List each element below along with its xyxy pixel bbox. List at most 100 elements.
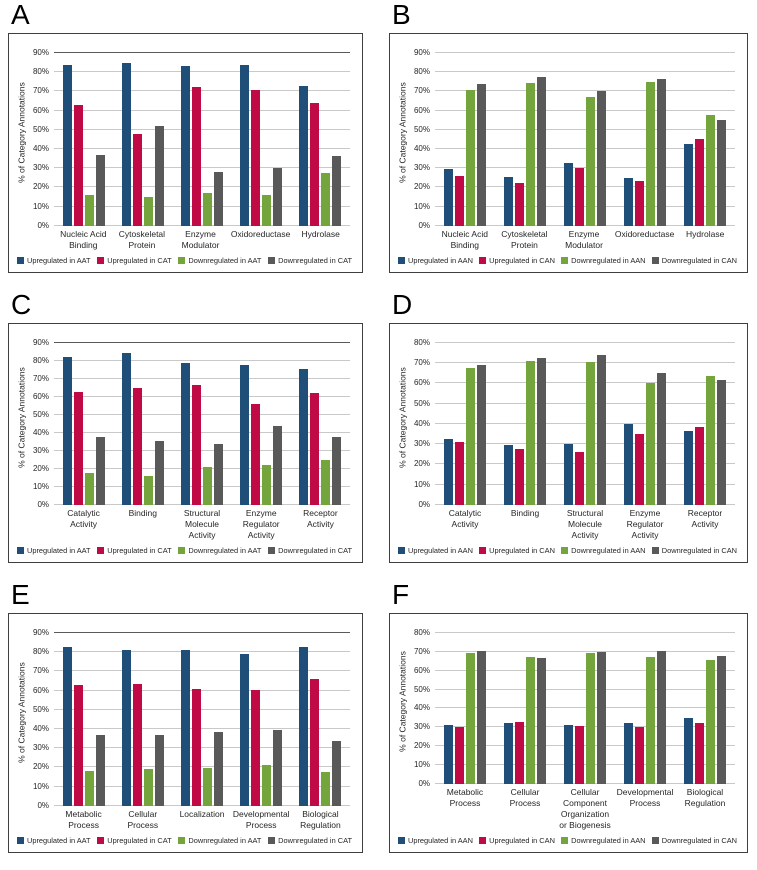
gridline: [54, 689, 350, 691]
bar: [154, 126, 164, 226]
bar: [695, 139, 704, 226]
y-tick-label: 0%: [37, 499, 49, 509]
gridline: [435, 688, 735, 690]
bar: [95, 437, 105, 505]
y-tick-label: 70%: [413, 358, 430, 368]
bar: [143, 197, 153, 226]
bar: [504, 722, 513, 784]
bar: [706, 660, 715, 784]
bar: [321, 173, 331, 226]
bar-group: [180, 343, 223, 505]
bar: [455, 175, 464, 226]
y-tick-label: 10%: [413, 479, 430, 489]
gridline: [54, 71, 350, 73]
gridline: [435, 632, 735, 633]
panel-a: A % of Category Annotations 90% 80% 70% 60%…: [0, 0, 378, 290]
y-tick-label: 40%: [32, 427, 49, 437]
y-tick-label: 10%: [32, 781, 49, 791]
bar: [537, 77, 546, 226]
y-axis-title: % of Category Annotations: [16, 367, 27, 468]
y-tick-label: 60%: [413, 378, 430, 388]
bar-group: [444, 343, 486, 505]
x-category-label: Developmental Process: [232, 808, 290, 830]
bar: [455, 442, 464, 505]
gridline: [435, 483, 735, 485]
x-category-label: Structural Molecule Activity: [566, 507, 604, 540]
bar-group: [299, 343, 342, 505]
legend-label: Upregulated in AAT: [27, 256, 91, 265]
gridline: [54, 413, 350, 415]
gridline: [54, 128, 350, 130]
y-tick-label: 10%: [32, 201, 49, 211]
legend-item: Downregulated in AAN: [561, 546, 646, 555]
legend-swatch-icon: [651, 257, 659, 264]
y-tick-label: 20%: [413, 741, 430, 751]
bar: [202, 193, 212, 226]
legend-label: Downregulated in CAN: [661, 836, 737, 845]
y-axis-title: % of Category Annotations: [16, 662, 27, 764]
x-category-label: Structural Molecule Activity: [183, 507, 221, 540]
y-tick-label: 70%: [413, 646, 430, 656]
legend-item: Upregulated in AAN: [398, 836, 473, 845]
x-category-label: Catalytic Activity: [67, 507, 100, 529]
bar: [321, 772, 331, 806]
plot-area: [54, 632, 350, 806]
legend-item: Downregulated in CAN: [651, 546, 737, 555]
bar: [684, 431, 693, 505]
legend-swatch-icon: [479, 547, 487, 554]
bar-group: [121, 633, 164, 806]
bar: [299, 647, 309, 806]
gridline: [54, 360, 350, 361]
gridline: [54, 632, 350, 633]
y-tick-label: 70%: [32, 373, 49, 383]
legend-label: Upregulated in AAN: [408, 836, 473, 845]
panel-a-chart: % of Category Annotations 90% 80% 70% 60% 50…: [8, 33, 363, 273]
bar-group: [564, 53, 606, 226]
bar: [273, 730, 283, 806]
legend-swatch-icon: [268, 257, 276, 264]
bar: [143, 769, 153, 806]
y-tick-label: 0%: [37, 800, 49, 810]
y-axis-ticks: 90% 80% 70% 60% 50% 40% 30% 20% 10% 0%: [28, 629, 54, 810]
bar-group: [444, 53, 486, 226]
bar-group: [564, 343, 606, 505]
y-tick-label: 70%: [413, 86, 430, 96]
x-category-label: Oxidoreductase: [614, 228, 675, 239]
bar: [575, 452, 584, 505]
gridline: [435, 167, 735, 169]
bar: [95, 734, 105, 806]
legend-item: Downregulated in AAT: [178, 256, 261, 265]
bar: [635, 434, 644, 505]
gridline: [54, 708, 350, 710]
plot-area: [435, 342, 735, 505]
y-tick-label: 0%: [37, 220, 49, 230]
bar-group: [62, 343, 105, 505]
bar: [180, 650, 190, 806]
bar: [444, 169, 453, 226]
bar: [515, 182, 524, 226]
legend-label: Downregulated in AAN: [571, 836, 646, 845]
gridline: [435, 71, 735, 73]
y-tick-label: 10%: [413, 759, 430, 769]
bar: [466, 652, 475, 784]
plot-area: [54, 52, 350, 226]
gridline: [435, 362, 735, 364]
x-axis-labels: Nucleic Acid Binding Cytoskeletal Protein…: [435, 226, 735, 251]
gridline: [435, 90, 735, 92]
legend-label: Downregulated in CAT: [278, 836, 352, 845]
y-tick-label: 20%: [32, 182, 49, 192]
x-category-label: Localization: [179, 808, 225, 819]
legend-label: Upregulated in AAT: [27, 836, 91, 845]
legend-swatch-icon: [97, 257, 105, 264]
bar: [444, 725, 453, 784]
gridline: [435, 463, 735, 465]
y-axis-ticks: 90% 80% 70% 60% 50% 40% 30% 20% 10% 0%: [409, 49, 435, 230]
gridline: [435, 745, 735, 747]
x-category-label: Biological Regulation: [684, 786, 726, 808]
panel-e: E % of Category Annotations 90% 80% 70% 60%…: [0, 580, 378, 870]
legend-swatch-icon: [268, 837, 276, 844]
legend-label: Downregulated in AAN: [571, 256, 646, 265]
y-tick-label: 80%: [413, 67, 430, 77]
bar: [526, 361, 535, 505]
x-axis-labels: Nucleic Acid Binding Cytoskeletal Protein…: [54, 226, 350, 251]
